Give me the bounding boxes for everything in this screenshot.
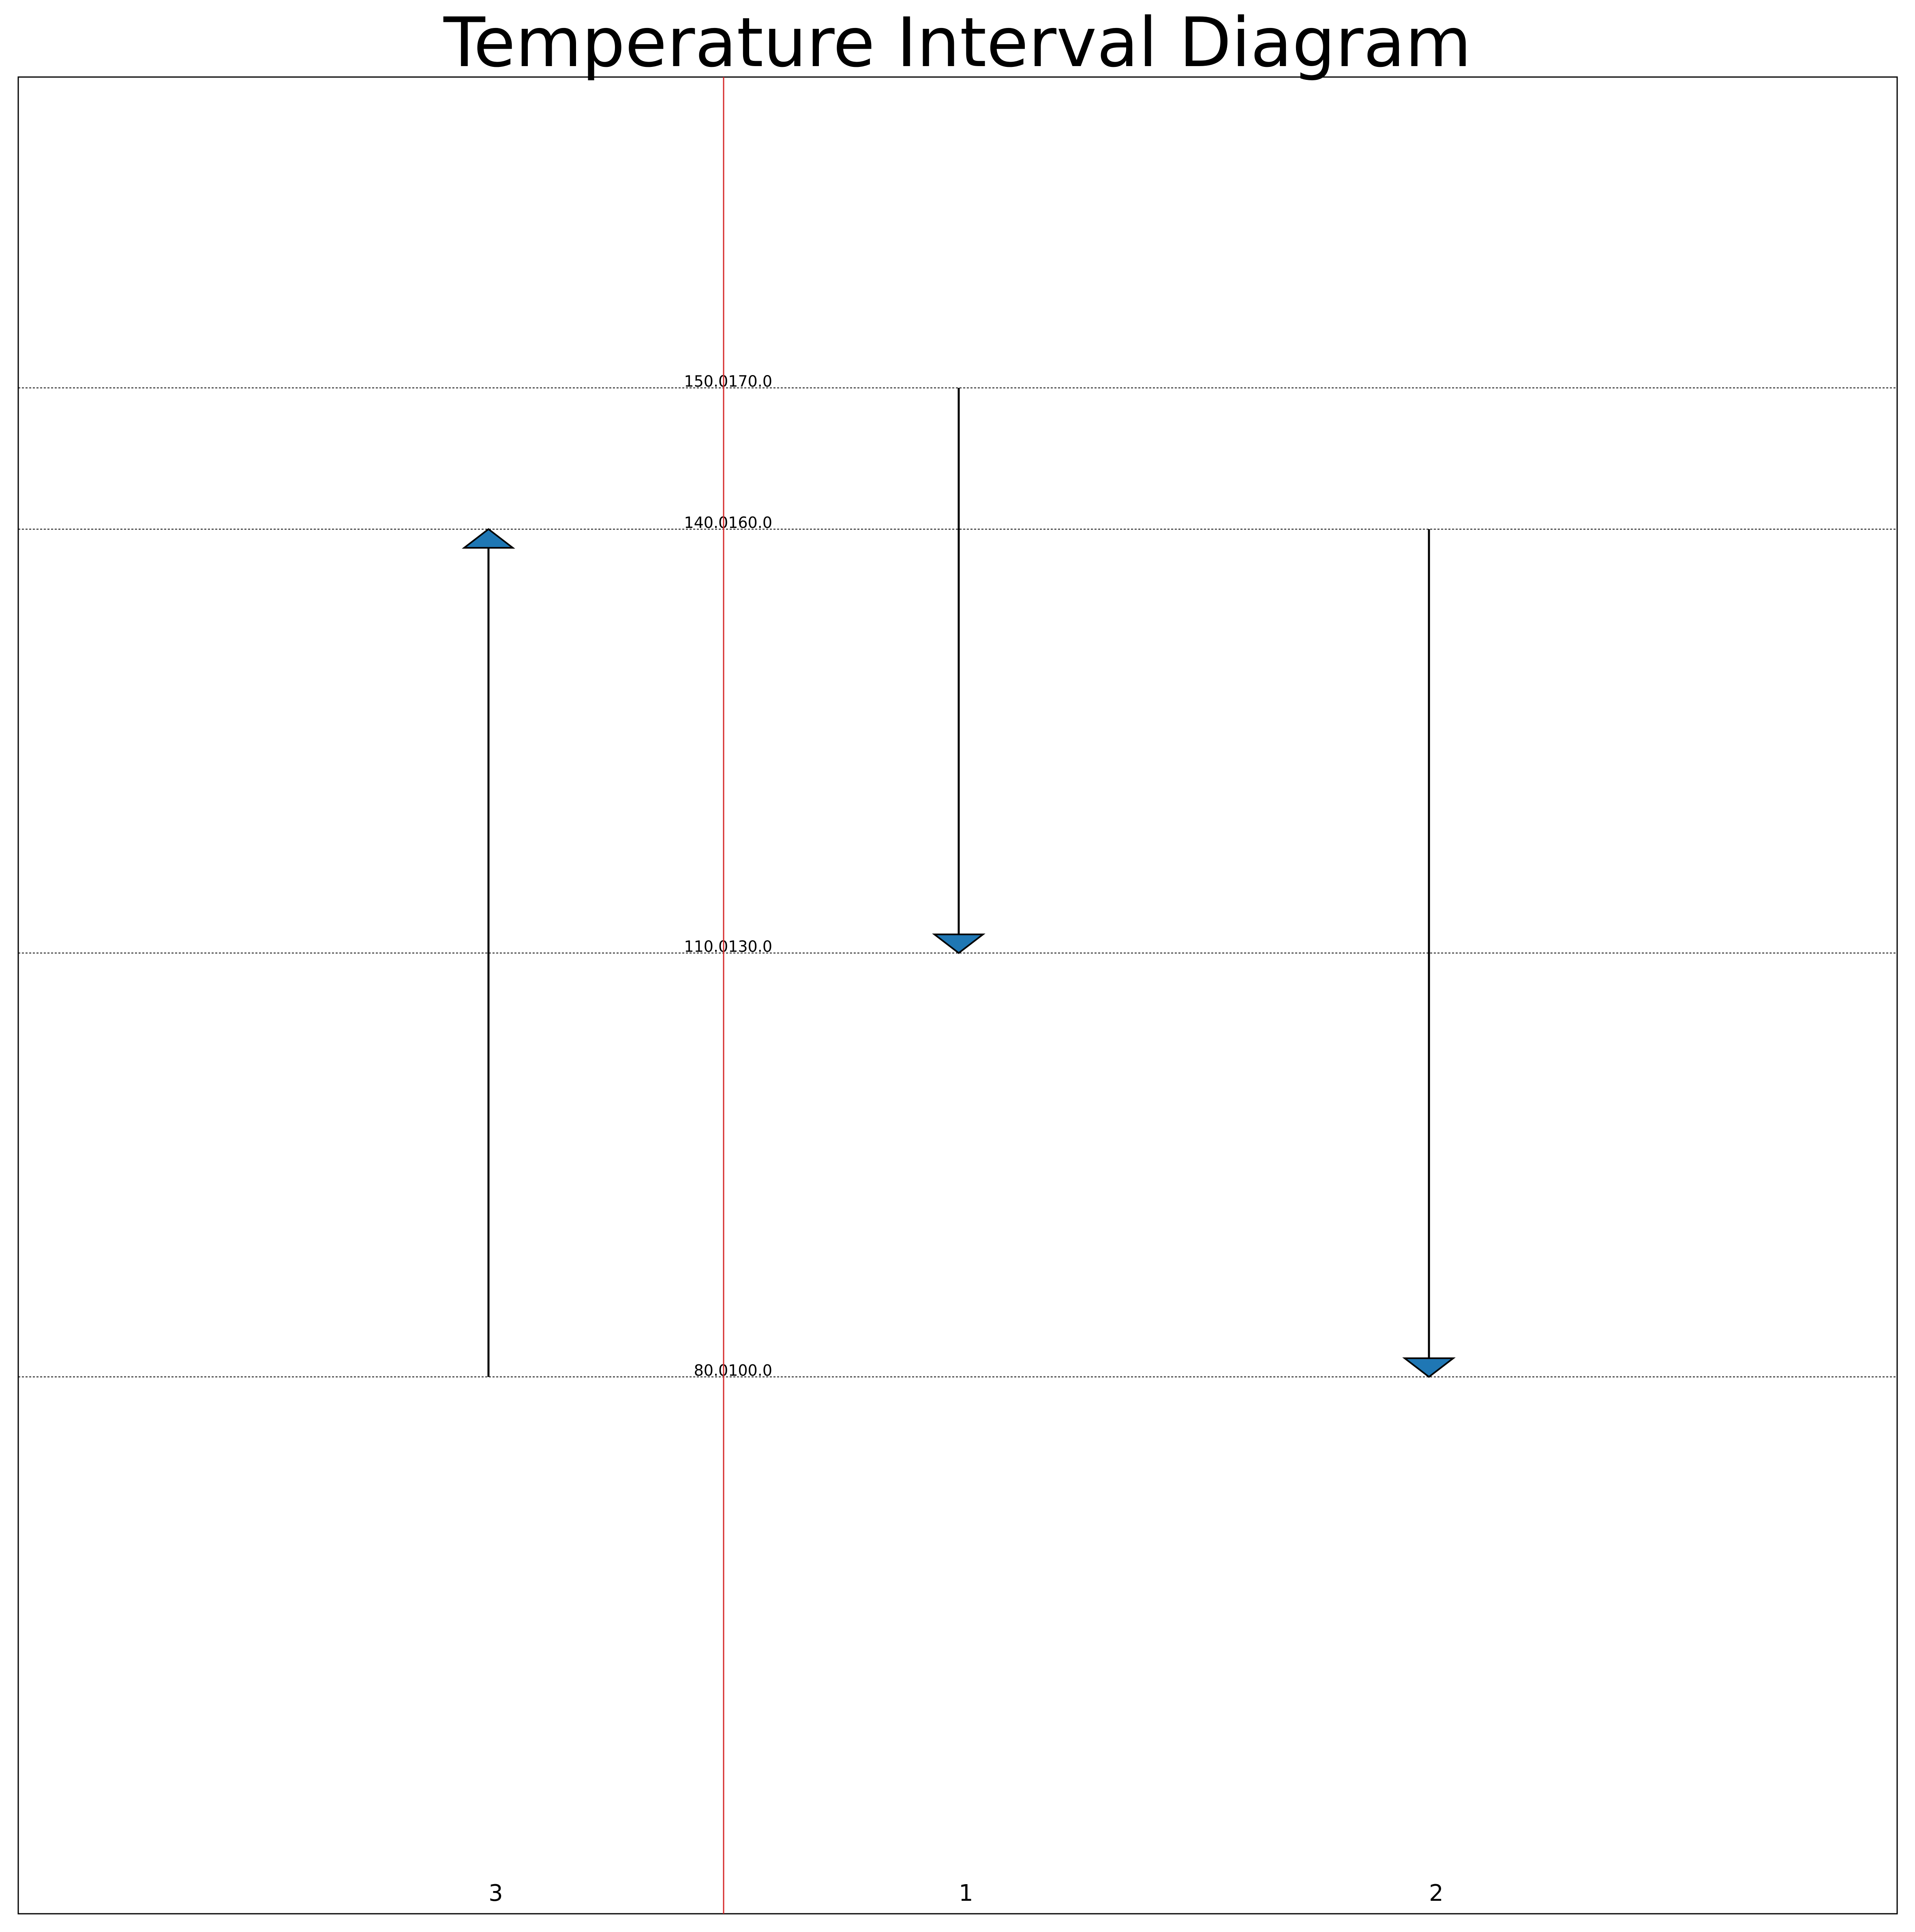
interval-label: 140.0160.0 [684, 514, 772, 532]
stream-label: 3 [488, 1880, 503, 1906]
stream-label: 1 [959, 1880, 973, 1906]
interval-label: 150.0170.0 [684, 373, 772, 390]
interval-label: 80.0100.0 [694, 1362, 772, 1379]
page-title: Temperature Interval Diagram [443, 3, 1472, 82]
stream-label: 2 [1429, 1880, 1444, 1906]
stream-arrowhead [932, 933, 985, 954]
streams [462, 388, 1456, 1378]
plot-frame [17, 76, 1898, 1915]
interval-label: 110.0130.0 [684, 937, 772, 955]
stream-arrowhead [462, 528, 515, 549]
stream-labels: 3 1 2 [488, 1880, 1444, 1906]
stream-arrowhead [1402, 1357, 1456, 1378]
